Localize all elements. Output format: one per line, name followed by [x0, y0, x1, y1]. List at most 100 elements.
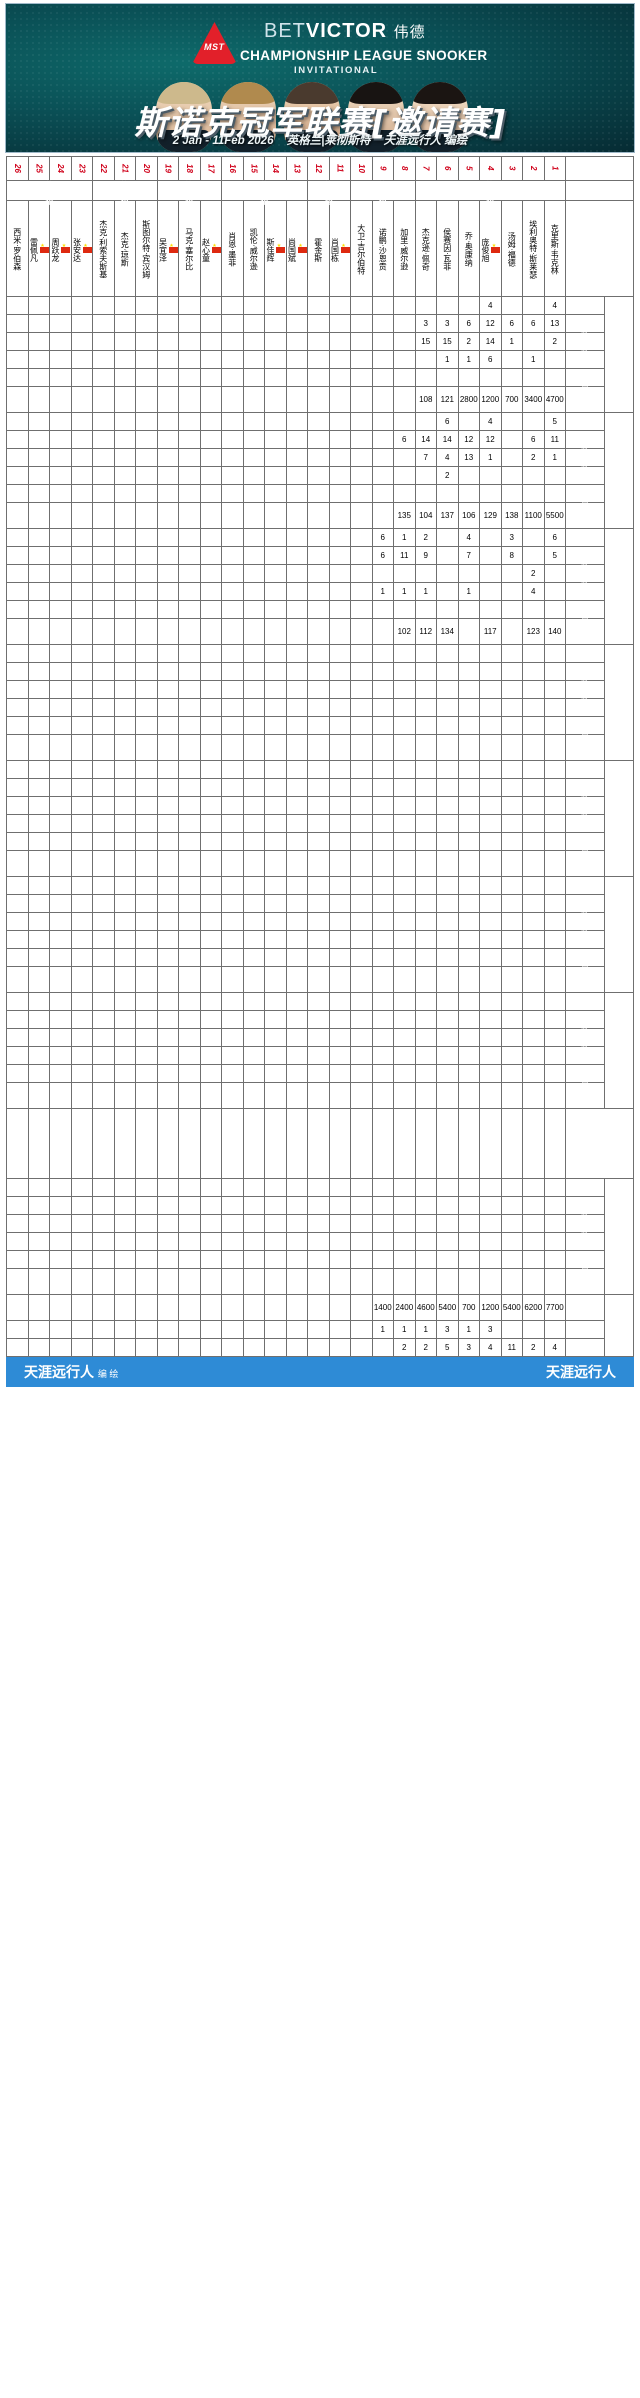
player-name-cell[interactable]: 杰克·利索夫斯基: [92, 200, 115, 297]
stat-label: 破百: [565, 350, 605, 369]
total-rank-cell: [135, 1320, 158, 1339]
player-name-cell[interactable]: 马克·塞尔比: [178, 200, 201, 297]
stat-cell: [436, 1268, 459, 1295]
stat-cell: [393, 778, 416, 797]
champion-player-cell[interactable]: [393, 1108, 416, 1179]
player-name-cell[interactable]: 肖恩·墨菲: [221, 200, 244, 297]
champion-player-cell[interactable]: [414, 1108, 437, 1179]
stat-cell: [371, 832, 394, 851]
stat-cell: [70, 618, 93, 645]
player-name-cell[interactable]: 斯佳辉: [264, 200, 287, 297]
champion-player-cell[interactable]: [328, 1108, 351, 1179]
stat-cell: [264, 716, 287, 735]
stat-cell: [543, 796, 566, 815]
champion-player-cell[interactable]: [457, 1108, 480, 1179]
stat-cell: [307, 850, 330, 877]
stat-cell: [328, 894, 351, 913]
stat-cell: [70, 814, 93, 833]
stat-cell: [70, 912, 93, 931]
champion-player-cell[interactable]: [178, 1108, 201, 1179]
player-name-cell[interactable]: 杰克逊·佩奇: [414, 200, 437, 297]
stat-cell: [371, 778, 394, 797]
stat-cell: [242, 760, 265, 779]
stat-cell: [522, 662, 545, 681]
stat-cell: [264, 796, 287, 815]
stat-cell: [371, 966, 394, 993]
total-rank-cell: [27, 1320, 50, 1339]
player-name-cell[interactable]: 埃利奥特·斯莱瑟: [522, 200, 545, 297]
stat-cell: [457, 1268, 480, 1295]
champion-player-cell[interactable]: [371, 1108, 394, 1179]
stat-cell: [285, 948, 308, 967]
player-name-cell[interactable]: 张安达: [70, 200, 93, 297]
stat-cell: [70, 314, 93, 333]
champion-player-cell[interactable]: [156, 1108, 179, 1179]
player-name-cell[interactable]: 加里·威尔逊: [393, 200, 416, 297]
player-name-cell[interactable]: 赵心童: [199, 200, 222, 297]
stat-cell: [350, 350, 373, 369]
champion-player-cell[interactable]: 汤姆·福德: [479, 1108, 502, 1179]
player-name-cell[interactable]: 斯图尔特·宾汉姆: [135, 200, 158, 297]
stat-cell: [350, 966, 373, 993]
player-name-cell[interactable]: 庞俊旭: [479, 200, 502, 297]
champion-player-cell[interactable]: [264, 1108, 287, 1179]
total-prize-cell: [70, 1294, 93, 1321]
stat-cell: [350, 1082, 373, 1109]
champion-player-cell[interactable]: [6, 1108, 29, 1179]
champion-player-cell[interactable]: [92, 1108, 115, 1179]
stat-cell: 1: [457, 350, 480, 369]
champion-player-cell[interactable]: [135, 1108, 158, 1179]
player-name-cell[interactable]: 大卫·吉尔伯特: [350, 200, 373, 297]
stat-cell: [522, 1028, 545, 1047]
player-name-cell[interactable]: 霍金斯: [307, 200, 330, 297]
stat-cell: [543, 1268, 566, 1295]
champion-player-cell[interactable]: [242, 1108, 265, 1179]
stat-cell: [371, 350, 394, 369]
stat-cell: [457, 832, 480, 851]
stat-cell: [350, 484, 373, 503]
player-name-cell[interactable]: 克里斯·韦克林: [543, 200, 566, 297]
champion-player-cell[interactable]: [522, 1108, 545, 1179]
champion-player-cell[interactable]: [113, 1108, 136, 1179]
stat-cell: [6, 1082, 29, 1109]
stat-cell: [178, 894, 201, 913]
stat-cell: [178, 296, 201, 315]
stat-label: 单杆最高: [565, 600, 605, 633]
column-number: 4: [479, 156, 502, 181]
stat-cell: [436, 796, 459, 815]
player-name-cell[interactable]: 周跃龙: [49, 200, 72, 297]
stat-cell: [70, 894, 93, 913]
stat-cell: [500, 1268, 523, 1295]
player-name-cell[interactable]: 吴宜泽: [156, 200, 179, 297]
champion-player-cell[interactable]: [350, 1108, 373, 1179]
champion-player-cell[interactable]: [70, 1108, 93, 1179]
player-name-cell[interactable]: 侯赛因·瓦菲: [436, 200, 459, 297]
stat-cell: [543, 992, 566, 1011]
stat-cell: [92, 1268, 115, 1295]
stat-cell: [285, 600, 308, 619]
player-name-cell[interactable]: 汤姆·福德: [500, 200, 523, 297]
player-name-cell[interactable]: 乔·奥康纳: [457, 200, 480, 297]
champion-player-cell[interactable]: [221, 1108, 244, 1179]
player-name-cell[interactable]: 西米·罗伯森: [6, 200, 29, 297]
player-name-cell[interactable]: 肖国栋: [328, 200, 351, 297]
champion-player-cell[interactable]: [199, 1108, 222, 1179]
stat-cell: [371, 876, 394, 895]
champion-player-cell[interactable]: [49, 1108, 72, 1179]
stat-cell: [522, 296, 545, 315]
stat-cell: [350, 912, 373, 931]
player-name-cell[interactable]: 凯伦·威尔逊: [242, 200, 265, 297]
player-name-cell[interactable]: 杰克·琼斯: [113, 200, 136, 297]
champion-player-cell[interactable]: [543, 1108, 566, 1179]
stat-cell: [500, 876, 523, 895]
player-name-cell[interactable]: 尚国斌: [285, 200, 308, 297]
champion-player-cell[interactable]: 埃利奥特·斯莱瑟: [500, 1108, 523, 1179]
player-name-cell[interactable]: 雷佩凡: [27, 200, 50, 297]
champion-player-cell[interactable]: [307, 1108, 330, 1179]
player-name-cell[interactable]: 诺鹏·沙恩贡: [371, 200, 394, 297]
champion-player-cell[interactable]: [285, 1108, 308, 1179]
stat-cell: [285, 314, 308, 333]
champion-player-cell[interactable]: [436, 1108, 459, 1179]
stat-cell: [6, 948, 29, 967]
champion-player-cell[interactable]: [27, 1108, 50, 1179]
